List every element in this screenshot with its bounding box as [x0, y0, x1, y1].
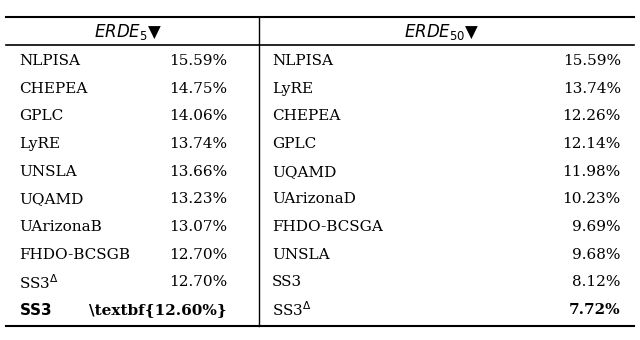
Text: 9.69%: 9.69%: [572, 220, 621, 234]
Text: 9.68%: 9.68%: [572, 248, 621, 261]
Text: FHDO-BCSGA: FHDO-BCSGA: [272, 220, 383, 234]
Text: GPLC: GPLC: [19, 109, 63, 123]
Text: 15.59%: 15.59%: [169, 54, 227, 68]
Text: SS3$^{\Delta}$: SS3$^{\Delta}$: [19, 273, 59, 292]
Text: LyRE: LyRE: [272, 82, 313, 96]
Text: NLPISA: NLPISA: [272, 54, 333, 68]
Text: UNSLA: UNSLA: [19, 165, 77, 179]
Text: FHDO-BCSGB: FHDO-BCSGB: [19, 248, 130, 261]
Text: 12.70%: 12.70%: [169, 248, 227, 261]
Text: 14.06%: 14.06%: [169, 109, 227, 123]
Text: 13.66%: 13.66%: [169, 165, 227, 179]
Text: 13.74%: 13.74%: [563, 82, 621, 96]
Text: SS3$^{\Delta}$: SS3$^{\Delta}$: [272, 301, 312, 319]
Text: 13.07%: 13.07%: [169, 220, 227, 234]
Text: NLPISA: NLPISA: [19, 54, 80, 68]
Text: $\mathit{ERDE}_{50}$▼: $\mathit{ERDE}_{50}$▼: [404, 22, 479, 42]
Text: \textbf{12.60%}: \textbf{12.60%}: [90, 303, 227, 317]
Text: UArizonaB: UArizonaB: [19, 220, 102, 234]
Text: 14.75%: 14.75%: [169, 82, 227, 96]
Text: LyRE: LyRE: [19, 137, 60, 151]
Text: 13.74%: 13.74%: [169, 137, 227, 151]
Text: 15.59%: 15.59%: [563, 54, 621, 68]
Text: 11.98%: 11.98%: [563, 165, 621, 179]
Text: CHEPEA: CHEPEA: [19, 82, 88, 96]
Text: $\mathbf{SS3}$: $\mathbf{SS3}$: [19, 302, 52, 318]
Text: 12.26%: 12.26%: [563, 109, 621, 123]
Text: 12.70%: 12.70%: [169, 275, 227, 289]
Text: UNSLA: UNSLA: [272, 248, 330, 261]
Text: 7.72%: 7.72%: [569, 303, 621, 317]
Text: 13.23%: 13.23%: [169, 192, 227, 206]
Text: UQAMD: UQAMD: [272, 165, 337, 179]
Text: 10.23%: 10.23%: [563, 192, 621, 206]
Text: 12.14%: 12.14%: [563, 137, 621, 151]
Text: GPLC: GPLC: [272, 137, 316, 151]
Text: $\mathit{ERDE}_{5}$▼: $\mathit{ERDE}_{5}$▼: [94, 22, 162, 42]
Text: CHEPEA: CHEPEA: [272, 109, 340, 123]
Text: UQAMD: UQAMD: [19, 192, 84, 206]
Text: SS3: SS3: [272, 275, 302, 289]
Text: 8.12%: 8.12%: [572, 275, 621, 289]
Text: UArizonaD: UArizonaD: [272, 192, 356, 206]
